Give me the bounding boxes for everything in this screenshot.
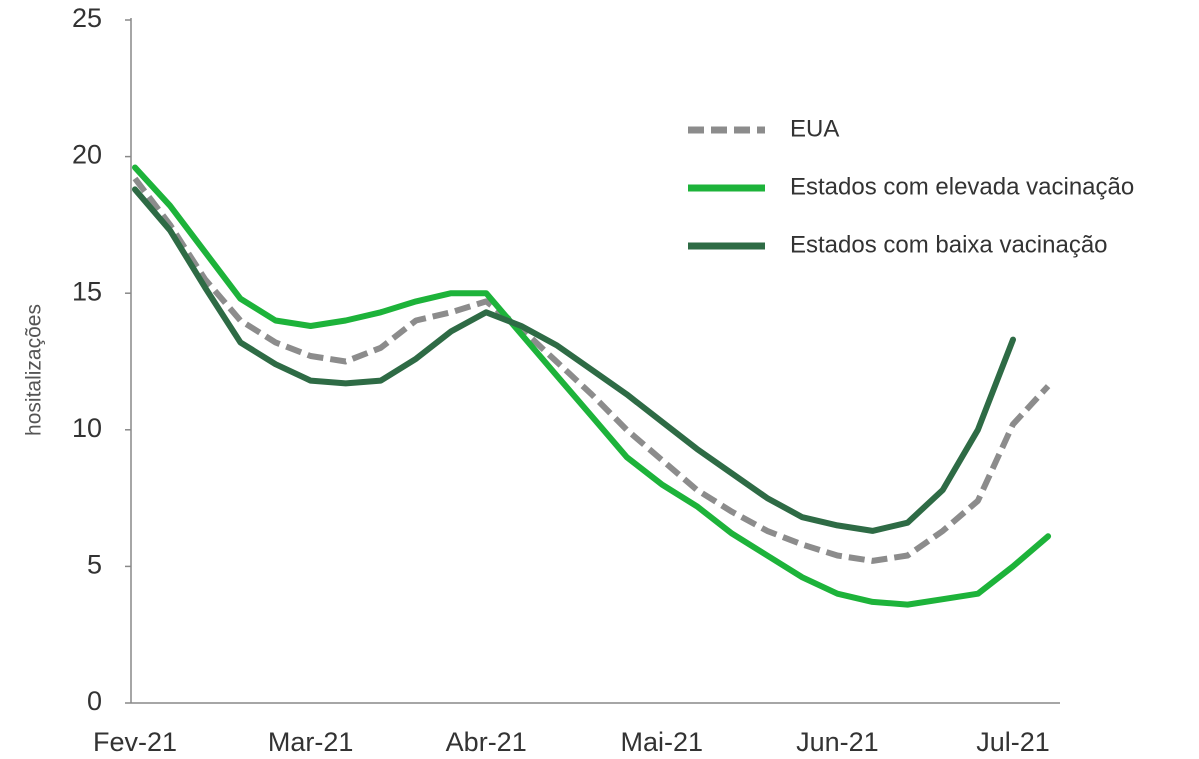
- y-tick-label: 20: [72, 140, 102, 170]
- y-tick-label: 10: [72, 413, 102, 443]
- y-axis-label: hositalizações: [23, 304, 46, 436]
- series-line: [132, 164, 1052, 608]
- legend-label: Estados com elevada vacinação: [790, 173, 1134, 200]
- x-tick-label: Fev-21: [93, 727, 177, 757]
- series-line: [132, 186, 1016, 534]
- x-tick-label: Mar-21: [268, 727, 354, 757]
- x-tick-label: Jun-21: [796, 727, 879, 757]
- legend-label: Estados com baixa vacinação: [790, 231, 1108, 258]
- x-tick-label: Abr-21: [446, 727, 527, 757]
- series-line: [132, 176, 1051, 564]
- legend-label: EUA: [790, 115, 839, 142]
- y-tick-label: 0: [87, 686, 102, 716]
- y-tick-label: 5: [87, 550, 102, 580]
- x-tick-label: Jul-21: [976, 727, 1050, 757]
- y-tick-label: 15: [72, 276, 102, 306]
- y-tick-label: 25: [72, 3, 102, 33]
- x-tick-label: Mai-21: [621, 727, 704, 757]
